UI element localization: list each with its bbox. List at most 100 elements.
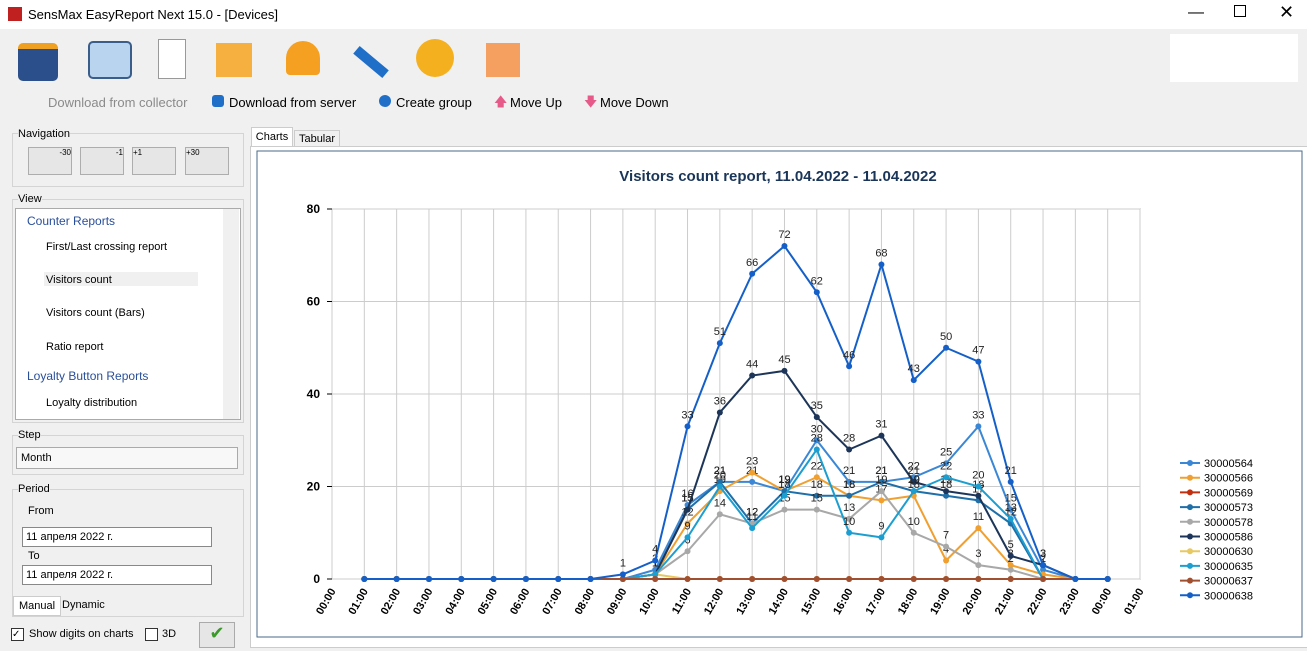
tool-btn[interactable]: Move Up [510, 95, 563, 110]
data-point [910, 576, 917, 582]
data-label: 12 [746, 507, 758, 519]
tool-icon[interactable] [286, 41, 320, 75]
data-label: 28 [811, 433, 823, 445]
data-point [361, 576, 368, 582]
data-point [975, 562, 982, 569]
tool-icon[interactable] [158, 39, 186, 79]
data-point [781, 492, 788, 499]
data-point [393, 576, 400, 582]
data-point [910, 529, 917, 536]
data-point [652, 557, 659, 564]
data-label: 47 [972, 345, 984, 357]
data-point [1040, 576, 1047, 582]
data-point [716, 478, 723, 485]
data-label: 12 [746, 507, 758, 519]
data-point [781, 367, 788, 374]
data-point [943, 474, 950, 481]
date-picker[interactable]: 11 апреля 2022 г. [22, 527, 212, 547]
data-point [813, 474, 820, 481]
data-point [684, 548, 691, 555]
data-label: 21 [714, 465, 726, 477]
tool-icon[interactable] [18, 43, 58, 81]
data-point [813, 289, 820, 296]
minimize[interactable]: — [1188, 4, 1204, 21]
data-point [846, 363, 853, 370]
data-label: 13 [1005, 502, 1017, 514]
legend-label: 30000586 [1204, 532, 1253, 544]
apply-btn[interactable]: ✔ [199, 622, 235, 648]
data-label: 5 [1008, 539, 1014, 551]
list-item[interactable]: First/Last crossing report [46, 241, 168, 253]
data-point [846, 576, 853, 582]
list-item[interactable]: Ratio report [46, 341, 104, 353]
group-title: Navigation [18, 128, 70, 140]
data-label: 11 [746, 511, 757, 523]
data-label: 21 [875, 465, 887, 477]
data-label: 11 [973, 511, 984, 523]
close[interactable]: ✕ [1279, 2, 1295, 22]
list-item[interactable]: Visitors count (Bars) [46, 307, 145, 319]
data-label: 9 [684, 520, 690, 532]
data-point [749, 372, 756, 379]
nav-btn[interactable]: +30 [185, 147, 229, 175]
data-label: 18 [811, 479, 823, 491]
data-label: 18 [940, 479, 952, 491]
legend-swatch [1187, 518, 1193, 525]
data-label: 50 [940, 331, 952, 343]
data-point [1007, 552, 1014, 559]
list-item[interactable]: Loyalty distribution [46, 397, 138, 409]
checkbox[interactable]: ✓ [11, 628, 24, 641]
date-value: 11 апреля 2022 г. [26, 531, 114, 543]
data-point [846, 492, 853, 499]
data-label: 28 [843, 433, 855, 445]
tool-icon[interactable] [416, 39, 454, 77]
legend-swatch [1187, 592, 1193, 599]
data-point [846, 446, 853, 453]
data-point [878, 488, 885, 495]
data-point [813, 506, 820, 513]
label: To [28, 550, 40, 562]
data-point [1007, 478, 1014, 485]
tool-icon[interactable] [486, 43, 520, 77]
data-label: 19 [778, 474, 790, 486]
maximize[interactable] [1234, 5, 1246, 17]
date-picker[interactable]: 11 апреля 2022 г. [22, 565, 212, 585]
data-point [1040, 562, 1047, 569]
tool-btn[interactable]: Move Down [600, 95, 669, 110]
data-label: 18 [843, 479, 855, 491]
list-item[interactable]: Visitors count [46, 274, 112, 286]
nav-btn[interactable]: +1 [132, 147, 176, 175]
data-label: 1 [620, 557, 626, 569]
tab[interactable]: Manual [13, 596, 61, 616]
data-label: 15 [811, 493, 823, 505]
data-point [878, 576, 885, 582]
tool-icon[interactable] [88, 41, 132, 79]
data-label: 68 [875, 248, 887, 260]
y-tick-label: 80 [307, 202, 321, 216]
main-toolbar [0, 29, 1307, 87]
nav-btn[interactable]: -30 [28, 147, 72, 175]
data-label: 66 [746, 257, 758, 269]
scrollbar[interactable] [223, 209, 239, 419]
data-label: 46 [843, 349, 855, 361]
group-title: Period [18, 483, 50, 495]
data-label: 20 [714, 470, 726, 482]
legend-label: 30000630 [1204, 546, 1253, 558]
step-select[interactable]: Month [16, 447, 238, 469]
tool-icon[interactable] [216, 43, 252, 77]
legend-label: 30000564 [1204, 458, 1253, 470]
legend-swatch [1187, 489, 1193, 496]
tool-btn[interactable]: Create group [396, 95, 472, 110]
logo-area [1170, 34, 1298, 82]
data-point [781, 243, 788, 249]
tab[interactable]: Dynamic [62, 599, 105, 611]
data-point [813, 576, 820, 582]
data-point [943, 492, 950, 499]
nav-btn[interactable]: -1 [80, 147, 124, 175]
data-point [490, 576, 497, 582]
tool-btn[interactable]: Download from collector [48, 95, 188, 110]
icon [212, 95, 224, 107]
checkbox[interactable] [145, 628, 158, 641]
tool-btn[interactable]: Download from server [229, 95, 357, 110]
data-point [1007, 576, 1014, 582]
